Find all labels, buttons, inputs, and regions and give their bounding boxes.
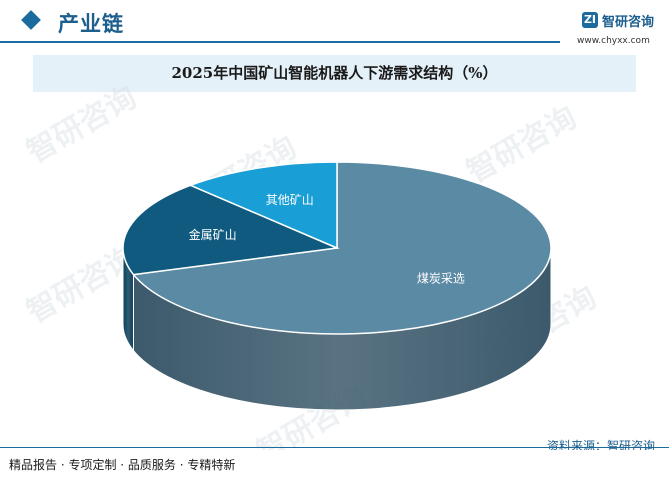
pie-slice bbox=[122, 184, 340, 276]
header: 产业链 ZI 智研咨询 www.chyxx.com bbox=[0, 0, 669, 46]
pie-top-layer bbox=[122, 161, 552, 335]
pie-side-layer bbox=[122, 247, 552, 411]
chart-title-band: 2025年中国矿山智能机器人下游需求结构（%） bbox=[33, 55, 636, 92]
footer-tags: 精品报告 · 专项定制 · 品质服务 · 专精特新 bbox=[9, 458, 236, 472]
section-title: 产业链 bbox=[58, 12, 124, 36]
header-divider bbox=[0, 41, 560, 43]
slice-label: 煤炭采选 bbox=[417, 271, 465, 285]
footer-divider bbox=[0, 447, 669, 448]
pie-slice bbox=[132, 161, 552, 335]
chart-title: 2025年中国矿山智能机器人下游需求结构（%） bbox=[171, 64, 498, 82]
pie-slice bbox=[188, 161, 338, 250]
logo-icon: ZI bbox=[582, 12, 598, 28]
slice-label: 金属矿山 bbox=[189, 227, 237, 242]
logo-url: www.chyxx.com bbox=[577, 36, 650, 46]
pie-label-layer: 煤炭采选 金属矿山 其他矿山 bbox=[189, 193, 465, 285]
source-note: 资料来源：智研咨询 bbox=[546, 439, 655, 453]
footer-band: 精品报告 · 专项定制 · 品质服务 · 专精特新 bbox=[0, 450, 669, 479]
slice-label: 其他矿山 bbox=[266, 193, 314, 207]
logo-name: 智研咨询 bbox=[602, 15, 655, 30]
